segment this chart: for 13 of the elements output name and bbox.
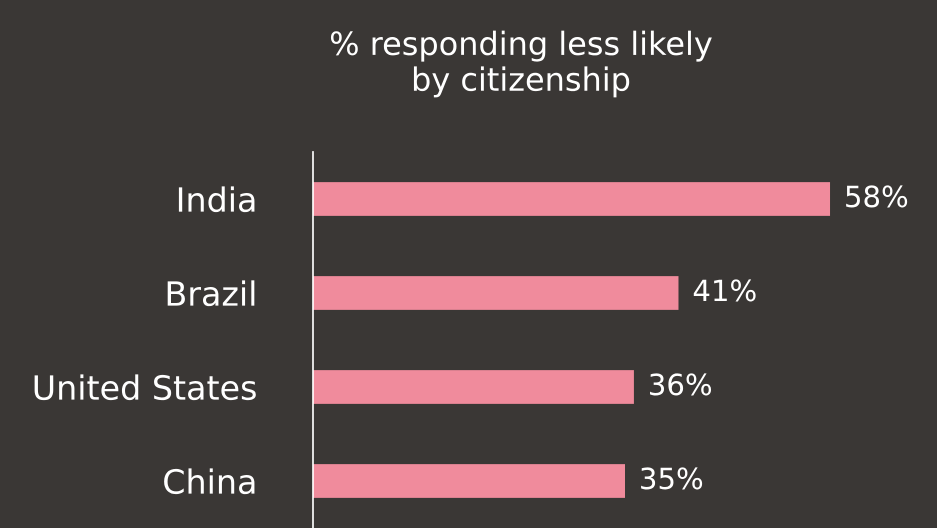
chart-title: % responding less likely by citizenship xyxy=(330,30,712,98)
data-label: 36% xyxy=(650,373,712,396)
data-label: 41% xyxy=(694,279,756,302)
bar xyxy=(313,370,634,404)
y-tick-label: China xyxy=(164,468,254,494)
data-label: 58% xyxy=(846,185,908,208)
y-tick-label: Brazil xyxy=(168,280,254,306)
y-tick-label: United States xyxy=(34,374,256,400)
bar xyxy=(313,464,625,498)
data-label: 35% xyxy=(641,467,702,490)
bar xyxy=(313,276,678,310)
bar xyxy=(313,182,830,216)
y-tick-label: India xyxy=(178,186,254,212)
